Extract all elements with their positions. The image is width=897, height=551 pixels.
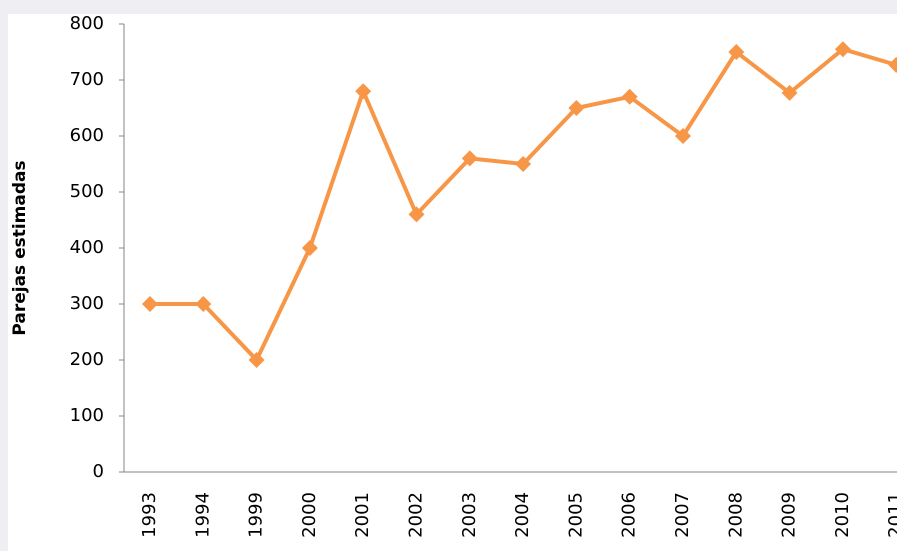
x-tick-label: 1994 <box>192 492 213 538</box>
x-tick-label: 2008 <box>725 492 746 538</box>
plot-background <box>8 14 897 551</box>
x-tick-label: 2006 <box>619 492 640 538</box>
x-tick-label: 2003 <box>459 492 480 538</box>
y-tick-label: 200 <box>70 349 104 370</box>
data-marker <box>888 56 897 73</box>
y-axis-label: Parejas estimadas <box>10 160 30 335</box>
data-marker <box>728 44 745 60</box>
x-tick-label: 2005 <box>565 492 586 538</box>
y-tick-label: 400 <box>70 237 104 258</box>
y-tick-label: 300 <box>70 293 104 314</box>
y-tick-label: 600 <box>70 125 104 146</box>
y-tick-label: 500 <box>70 181 104 202</box>
data-marker <box>568 100 585 116</box>
y-tick-label: 0 <box>93 461 104 482</box>
x-tick-label: 2009 <box>779 492 800 538</box>
x-tick-label: 2002 <box>406 492 427 538</box>
data-marker <box>248 352 265 368</box>
data-marker <box>301 240 318 256</box>
data-marker <box>142 296 158 312</box>
data-marker <box>621 88 638 105</box>
data-marker <box>675 128 691 144</box>
x-tick-label: 2007 <box>672 492 693 538</box>
x-tick-label: 2010 <box>832 492 853 538</box>
data-marker <box>781 84 798 101</box>
data-marker <box>408 206 425 223</box>
data-marker <box>834 41 851 58</box>
x-tick-label: 2004 <box>512 492 533 538</box>
x-tick-label: 1999 <box>246 492 267 538</box>
y-tick-label: 800 <box>70 13 104 34</box>
data-marker <box>461 150 478 167</box>
y-tick-label: 100 <box>70 405 104 426</box>
x-tick-label: 1993 <box>139 492 160 538</box>
x-tick-label: 2011 <box>885 492 897 538</box>
y-tick-label: 700 <box>70 69 104 90</box>
data-marker <box>195 296 212 312</box>
x-tick-label: 2001 <box>352 492 373 538</box>
data-marker <box>355 83 372 100</box>
x-tick-label: 2000 <box>299 492 320 538</box>
data-marker <box>515 156 532 172</box>
